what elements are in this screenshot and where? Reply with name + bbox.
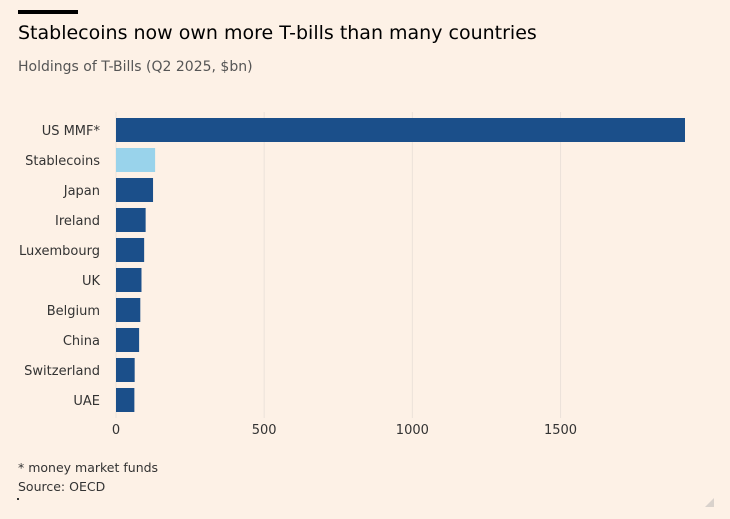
category-label: Luxembourg <box>19 244 100 259</box>
bar-stablecoins <box>116 148 156 172</box>
x-tick-label: 0 <box>112 423 120 438</box>
resize-corner-icon <box>705 498 714 507</box>
bar-japan <box>116 178 154 202</box>
category-label: UAE <box>73 394 100 409</box>
x-tick-label: 500 <box>252 423 277 438</box>
category-label: Switzerland <box>24 364 100 379</box>
category-label: Japan <box>63 184 100 199</box>
footnote: * money market funds <box>18 460 159 475</box>
top-rule <box>18 10 78 14</box>
category-label: Stablecoins <box>25 154 100 169</box>
category-label: UK <box>82 274 101 289</box>
bar-ireland <box>116 208 146 232</box>
category-label: Ireland <box>55 214 100 229</box>
category-label: China <box>63 334 100 349</box>
bar-luxembourg <box>116 238 145 262</box>
chart-subtitle: Holdings of T-Bills (Q2 2025, $bn) <box>18 59 253 75</box>
bar-china <box>116 328 140 352</box>
bar-uae <box>116 388 135 412</box>
bar-us-mmf <box>116 118 685 142</box>
x-tick-label: 1500 <box>544 423 577 438</box>
footer-dot <box>17 498 19 500</box>
category-label: US MMF* <box>42 124 101 139</box>
x-tick-label: 1000 <box>396 423 429 438</box>
bar-uk <box>116 268 142 292</box>
source-note: Source: OECD <box>18 479 106 494</box>
category-label: Belgium <box>47 304 100 319</box>
bar-belgium <box>116 298 141 322</box>
bar-switzerland <box>116 358 135 382</box>
chart-title: Stablecoins now own more T-bills than ma… <box>18 22 537 44</box>
